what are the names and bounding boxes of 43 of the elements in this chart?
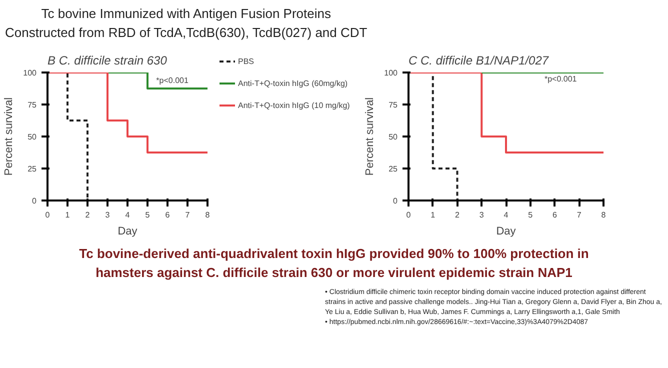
x-tick-label: 2 [85,210,90,220]
text: Tc bovine-derived anti-quadrivalent toxin hIgG provided 90% to 100% protection in [79,246,589,261]
y-tick-label: 75 [388,100,398,110]
y-tick-label: 25 [388,164,398,174]
y-tick-label: 100 [23,68,38,78]
text: Tc bovine Immunized with Antigen Fusion Proteins [41,6,331,21]
y-tick-label: 0 [393,196,398,206]
y-tick-label: 0 [32,196,38,206]
x-axis-title: Day [496,226,516,238]
x-tick-label: 8 [601,210,606,220]
x-tick-label: 3 [105,210,110,220]
y-tick-label: 50 [388,132,398,142]
text: hamsters against C. difficile strain 630 or more virulent epidemic strain NAP1 [96,264,572,280]
x-axis-title: Day [118,226,138,238]
legend-label: Anti-T+Q-toxin hIgG (60mg/kg) [238,78,348,88]
x-tick-label: 5 [145,210,150,220]
legend-label: PBS [238,56,256,66]
x-tick-label: 6 [552,210,558,220]
legend-label: Anti-T+Q-toxin hIgG (10 mg/kg) [238,100,350,110]
chart-title: C C. difficile B1/NAP1/027 [408,54,550,68]
y-axis-title: Percent survival [3,97,16,176]
x-tick-label: 3 [479,210,484,220]
x-tick-label: 6 [165,210,170,220]
x-tick-label: 8 [205,210,210,220]
x-tick-label: 5 [528,210,534,220]
x-tick-label: 7 [185,210,190,220]
x-tick-label: 2 [455,210,460,220]
x-tick-label: 0 [45,210,50,220]
y-axis-title: Percent survival [364,97,376,176]
text: Constructed from RBD of TcdA,TcdB(630), TcdB(027) and CDT [5,24,368,40]
y-tick-label: 100 [384,68,398,78]
x-tick-label: 7 [576,210,582,220]
y-tick-label: 75 [28,100,38,110]
x-tick-label: 4 [125,210,130,220]
x-tick-label: 1 [430,210,436,220]
annotation: *p<0.001 [544,74,578,84]
x-tick-label: 4 [504,210,509,220]
y-tick-label: 50 [28,132,38,142]
x-tick-label: 0 [406,210,412,220]
x-tick-label: 1 [65,210,70,220]
annotation: *p<0.001 [156,76,189,86]
chart-title: B C. difficile strain 630 [48,54,168,68]
y-tick-label: 25 [28,164,38,174]
